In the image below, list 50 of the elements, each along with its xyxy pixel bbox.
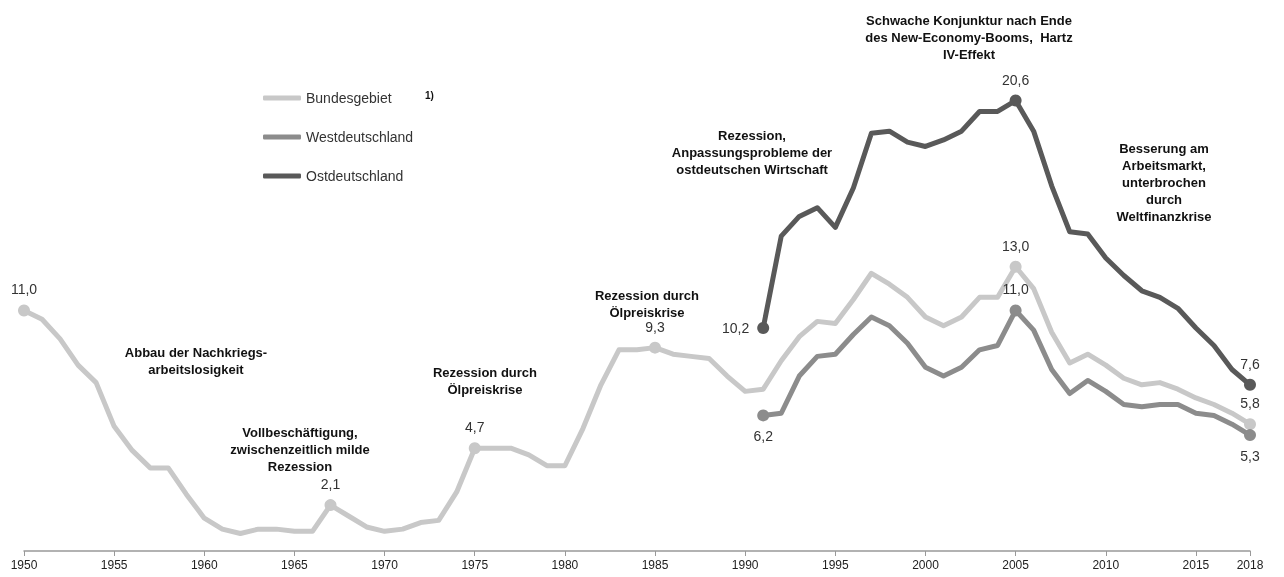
annotation: Vollbeschäftigung, zwischenzeitlich milde Rezession: [230, 425, 370, 474]
x-tick-label: 1990: [731, 558, 759, 572]
data-label: 10,2: [721, 319, 750, 336]
legend-label: Westdeutschland: [306, 129, 414, 145]
point: [1009, 94, 1022, 107]
annotation: Besserung am Arbeitsmarkt, unterbrochen durch Weltfinanzkrise: [1116, 141, 1212, 224]
data-label: 20,6: [1001, 71, 1030, 88]
x-tick-label: 2005: [1002, 558, 1030, 572]
data-label: 13,0: [1001, 237, 1030, 254]
annotation: Rezession, Anpassungsprobleme der ostdeutschen Wirtschaft: [671, 128, 833, 177]
point: [324, 499, 337, 512]
data-label: 6,2: [753, 428, 774, 445]
point: [468, 442, 481, 455]
legend-label: Ostdeutschland: [306, 168, 404, 184]
point: [649, 341, 662, 354]
x-tick-label: 1965: [281, 558, 309, 572]
point: [1244, 378, 1256, 391]
data-label: 11,0: [10, 281, 38, 298]
x-tick-label: 2010: [1092, 558, 1120, 572]
data-label: 4,7: [465, 419, 485, 436]
point: [18, 304, 30, 317]
annotation: Abbau der Nachkriegs- arbeitslosigkeit: [124, 345, 268, 377]
data-label: 11,0: [1002, 281, 1029, 298]
annotation: Rezession durch Ölpreiskrise: [432, 365, 538, 397]
data-label: 5,3: [1240, 448, 1260, 465]
point: [1009, 304, 1022, 317]
x-tick-label: 1985: [641, 558, 669, 572]
point: [757, 409, 770, 422]
point: [1244, 418, 1256, 431]
annotation: Rezession durch Ölpreiskrise: [594, 288, 700, 320]
x-tick-label: 2018: [1236, 558, 1264, 572]
data-label: 9,3: [645, 318, 665, 335]
x-tick-label: 2015: [1182, 558, 1210, 572]
legend-label: Bundesgebiet: [306, 90, 392, 106]
x-tick-label: 1995: [821, 558, 849, 572]
x-tick-label: 2000: [912, 558, 940, 572]
x-tick-label: 1960: [190, 558, 218, 572]
point: [1244, 429, 1256, 442]
point: [757, 321, 770, 334]
x-tick-label: 1980: [551, 558, 579, 572]
data-label: 2,1: [320, 476, 341, 493]
x-tick-label: 1955: [100, 558, 128, 572]
x-tick-label: 1950: [10, 558, 38, 572]
x-tick-label: 1975: [461, 558, 489, 572]
text: Schwache Konjunktur nach Ende des New-Economy-Booms, Hartz IV-Effekt: [865, 13, 1074, 62]
point: [1009, 260, 1022, 273]
data-label: 7,6: [1240, 355, 1260, 372]
x-tick-label: 1970: [371, 558, 399, 572]
data-label: 5,8: [1240, 395, 1260, 412]
annotation: 1): [425, 89, 434, 101]
